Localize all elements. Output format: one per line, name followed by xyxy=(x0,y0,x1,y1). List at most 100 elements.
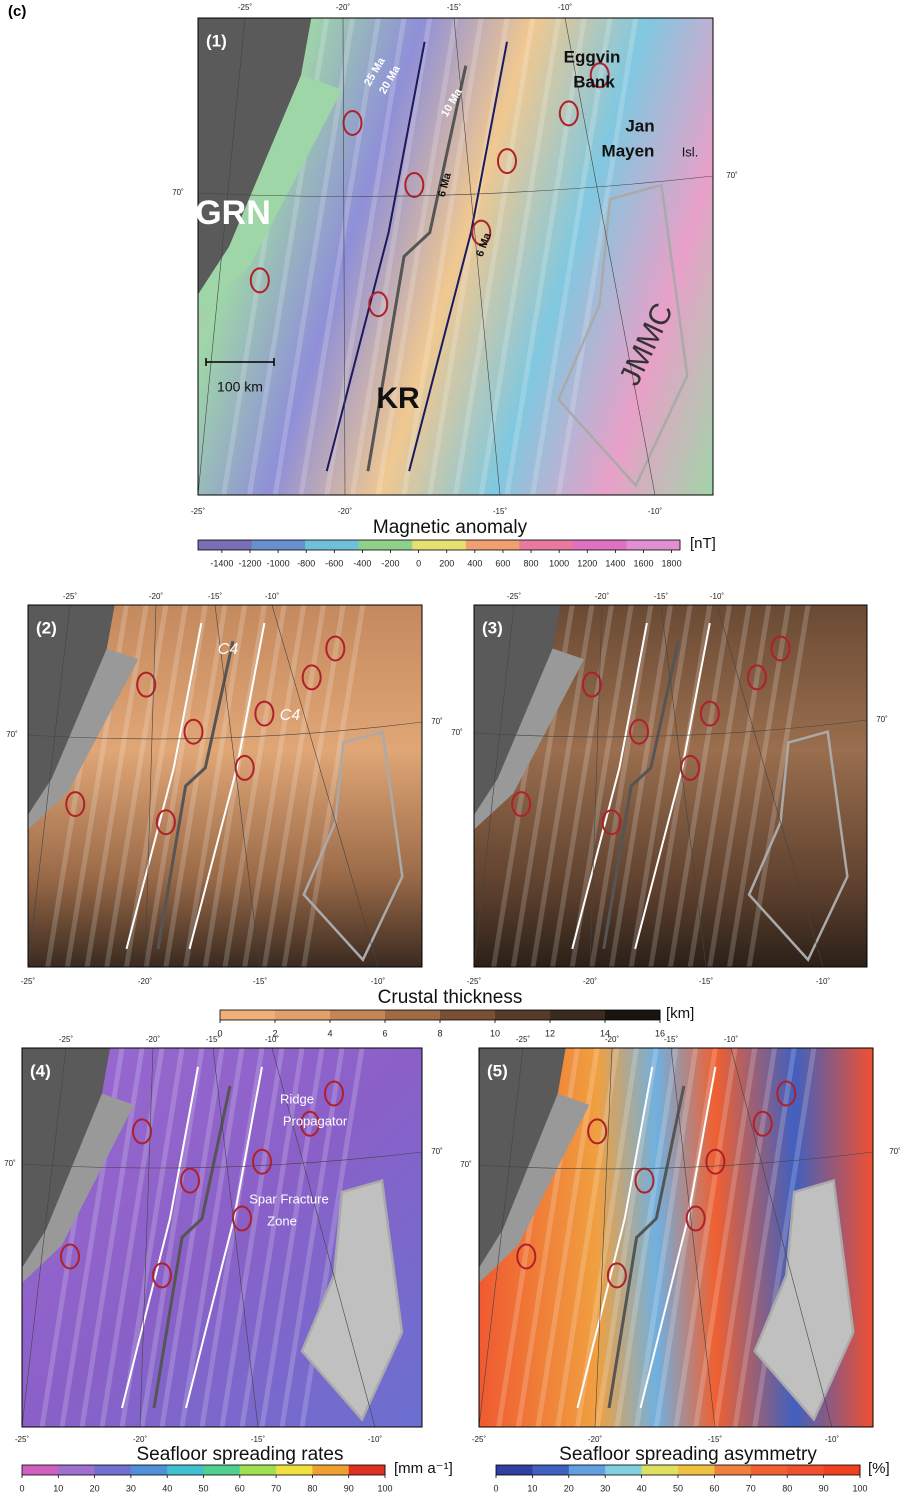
lon-label: -25˚ xyxy=(507,592,522,601)
colorbar-tick-label: 90 xyxy=(344,1483,354,1493)
colorbar-tick-label: 50 xyxy=(198,1483,208,1493)
colorbar-tick-label: 14 xyxy=(600,1028,610,1038)
colorbar-tick-label: 10 xyxy=(527,1483,537,1493)
colorbar-tick-label: 1600 xyxy=(633,558,653,568)
colorbar: Magnetic anomaly[nT]-1400-1200-1000-800-… xyxy=(198,517,716,568)
colorbar-tick-label: -200 xyxy=(382,558,400,568)
lon-label: -10˚ xyxy=(368,1435,383,1444)
colorbar-tick-label: 60 xyxy=(709,1483,719,1493)
colorbar-tick-label: -1200 xyxy=(238,558,261,568)
colorbar-tick-label: 1800 xyxy=(662,558,682,568)
map-annotation: Jan xyxy=(625,116,654,135)
colorbar-band xyxy=(550,1010,606,1020)
colorbar-band xyxy=(276,1465,313,1475)
map-annotation: KR xyxy=(376,382,420,415)
colorbar-band xyxy=(605,1010,661,1020)
colorbar-tick-label: 16 xyxy=(655,1028,665,1038)
panel-label: (5) xyxy=(487,1061,508,1080)
colorbar-title: Magnetic anomaly xyxy=(373,517,528,538)
colorbar-band xyxy=(569,1465,606,1475)
panel-label: (3) xyxy=(482,618,503,637)
map-panel: (2)-25˚-20˚-15˚-10˚-25˚-20˚-15˚-10˚70˚70… xyxy=(6,592,443,986)
map-annotation: Spar Fracture xyxy=(249,1191,328,1206)
map-annotation: Propagator xyxy=(283,1113,348,1128)
lat-label: 70˚ xyxy=(6,730,18,739)
map-annotation: Isl. xyxy=(682,144,699,159)
lon-label: -20˚ xyxy=(595,592,610,601)
colorbar-tick-label: 1200 xyxy=(577,558,597,568)
lon-label: -25˚ xyxy=(21,977,36,986)
colorbar-tick-label: 10 xyxy=(490,1028,500,1038)
lon-label: -10˚ xyxy=(648,507,663,516)
colorbar: Crustal thickness[km]0246810121416 xyxy=(217,987,694,1038)
lon-label: -15˚ xyxy=(251,1435,266,1444)
lon-label: -20˚ xyxy=(138,977,153,986)
panel-label: (1) xyxy=(206,31,227,50)
colorbar-band xyxy=(305,540,359,550)
colorbar-tick-label: 200 xyxy=(439,558,454,568)
colorbar-tick-label: 0 xyxy=(217,1028,222,1038)
lon-label: -15˚ xyxy=(253,977,268,986)
colorbar-band xyxy=(714,1465,751,1475)
colorbar-band xyxy=(58,1465,95,1475)
colorbar-unit: [nT] xyxy=(690,535,716,552)
map xyxy=(479,1048,873,1427)
colorbar-band xyxy=(642,1465,679,1475)
lon-label: -15˚ xyxy=(708,1435,723,1444)
colorbar-tick-label: 30 xyxy=(600,1483,610,1493)
colorbar-band xyxy=(22,1465,59,1475)
lon-label: -25˚ xyxy=(238,3,253,12)
lat-label: 70˚ xyxy=(876,715,888,724)
colorbar-tick-label: -1400 xyxy=(210,558,233,568)
colorbar-tick-label: 20 xyxy=(90,1483,100,1493)
colorbar-band xyxy=(275,1010,331,1020)
colorbar-tick-label: -600 xyxy=(325,558,343,568)
colorbar-band xyxy=(440,1010,496,1020)
colorbar-tick-label: 1400 xyxy=(605,558,625,568)
colorbar-title: Seafloor spreading rates xyxy=(136,1444,343,1465)
lat-label: 70˚ xyxy=(451,728,463,737)
lat-label: 70˚ xyxy=(460,1160,472,1169)
colorbar-band xyxy=(330,1010,386,1020)
colorbar-tick-label: 400 xyxy=(467,558,482,568)
colorbar-tick-label: 8 xyxy=(437,1028,442,1038)
map-annotation: Zone xyxy=(267,1213,297,1228)
colorbar-band xyxy=(496,1465,533,1475)
lon-label: -10˚ xyxy=(371,977,386,986)
map-panel: (1)-25˚-20˚-15˚-10˚-25˚-20˚-15˚-10˚70˚70… xyxy=(172,3,738,516)
lon-label: -20˚ xyxy=(149,592,164,601)
colorbar-tick-label: 60 xyxy=(235,1483,245,1493)
colorbar-tick-label: 70 xyxy=(746,1483,756,1493)
colorbar-tick-label: 20 xyxy=(564,1483,574,1493)
colorbar-tick-label: 100 xyxy=(377,1483,392,1493)
colorbar-band xyxy=(131,1465,168,1475)
colorbar-tick-label: 70 xyxy=(271,1483,281,1493)
colorbar-band xyxy=(466,540,520,550)
colorbar-tick-label: 40 xyxy=(637,1483,647,1493)
colorbar-tick-label: 40 xyxy=(162,1483,172,1493)
map-annotation: GRN xyxy=(195,194,271,232)
lon-label: -15˚ xyxy=(493,507,508,516)
colorbar-title: Crustal thickness xyxy=(378,987,523,1008)
colorbar-band xyxy=(573,540,627,550)
lat-label: 70˚ xyxy=(431,717,443,726)
colorbar-unit: [%] xyxy=(868,1460,890,1477)
map xyxy=(474,605,867,967)
lon-label: -10˚ xyxy=(710,592,725,601)
colorbar-tick-label: 0 xyxy=(19,1483,24,1493)
colorbar-band xyxy=(204,1465,241,1475)
lon-label: -15˚ xyxy=(208,592,223,601)
colorbar-band xyxy=(626,540,680,550)
colorbar-band xyxy=(824,1465,861,1475)
figure-label: (c) xyxy=(8,3,26,20)
colorbar: Seafloor spreading asymmetry[%]010203040… xyxy=(493,1444,889,1493)
map-annotation: 100 km xyxy=(217,379,263,395)
colorbar-band xyxy=(605,1465,642,1475)
colorbar-tick-label: 90 xyxy=(819,1483,829,1493)
lat-label: 70˚ xyxy=(726,171,738,180)
colorbar-band xyxy=(95,1465,132,1475)
colorbar-band xyxy=(252,540,306,550)
lat-label: 70˚ xyxy=(431,1147,443,1156)
map-annotation: Mayen xyxy=(602,141,655,160)
colorbar-tick-label: 4 xyxy=(327,1028,332,1038)
